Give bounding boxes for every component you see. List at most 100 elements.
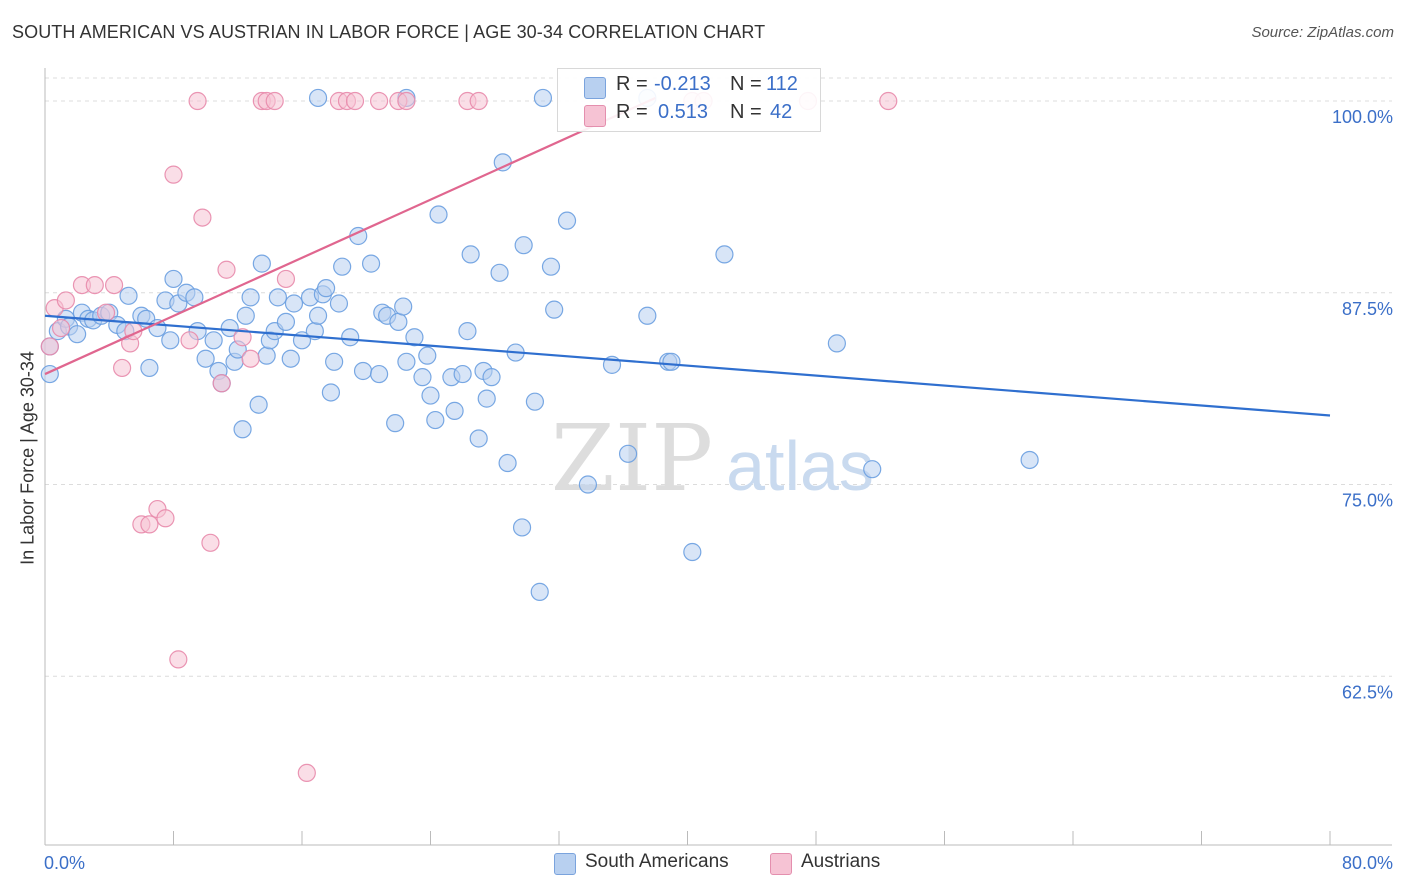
axes (44, 68, 1392, 846)
data-point (193, 208, 212, 227)
data-point (477, 389, 496, 408)
data-point (112, 358, 132, 378)
data-point (169, 650, 188, 669)
data-point (469, 429, 488, 448)
legend-r-label: R = (616, 73, 648, 95)
data-point (249, 395, 268, 414)
data-point (545, 300, 564, 319)
gridlines (45, 77, 1392, 677)
data-point (180, 331, 199, 350)
data-point (316, 279, 336, 298)
data-point (284, 294, 304, 313)
data-point (525, 392, 545, 411)
data-point (268, 288, 288, 307)
data-point (257, 346, 276, 365)
data-point (618, 444, 638, 463)
source-label: Source: ZipAtlas.com (1251, 24, 1394, 41)
data-point (201, 533, 220, 552)
trend-lines (44, 96, 1331, 417)
data-point (827, 334, 846, 353)
legend-swatch-pink (770, 853, 792, 875)
data-point (96, 303, 116, 322)
data-point (329, 294, 349, 313)
watermark-atlas: atlas (726, 427, 874, 505)
data-point (461, 245, 480, 264)
data-point (119, 286, 138, 305)
data-point (196, 349, 215, 368)
data-point (217, 260, 236, 279)
data-point (715, 245, 734, 264)
data-point (51, 318, 71, 338)
x-tick-label: 0.0% (44, 853, 85, 873)
data-point (212, 374, 231, 393)
legend-n-label: N = (730, 101, 762, 123)
data-point (265, 91, 284, 111)
data-point (325, 352, 344, 371)
data-point (389, 312, 408, 332)
data-point (370, 364, 389, 384)
y-tick-label: 62.5% (1342, 682, 1393, 702)
data-point (361, 254, 381, 273)
data-point (297, 763, 316, 783)
data-point (541, 257, 561, 276)
data-point (386, 414, 405, 433)
data-point (469, 91, 488, 111)
data-point (662, 352, 681, 371)
data-point (68, 325, 87, 344)
legend-n-label: N = (730, 73, 762, 95)
data-point (233, 328, 252, 347)
data-point (533, 88, 553, 108)
data-point (397, 352, 416, 371)
data-points (40, 88, 1039, 783)
data-point (370, 91, 389, 111)
legend-label: South Americans (585, 851, 729, 872)
data-point (421, 386, 440, 405)
data-point (1020, 450, 1039, 470)
stats-legend: R = -0.213 N = 112 R = 0.513 N = 42 (557, 68, 821, 132)
data-point (397, 91, 416, 111)
trend-line (44, 314, 1331, 417)
data-point (281, 349, 300, 368)
legend-swatch-blue (554, 853, 576, 875)
data-point (220, 318, 239, 338)
data-point (276, 312, 296, 332)
data-point (140, 515, 159, 534)
data-point (140, 358, 159, 378)
data-point (333, 257, 352, 276)
data-point (85, 275, 104, 295)
data-point (498, 453, 517, 473)
data-point (490, 263, 509, 282)
data-point (512, 518, 532, 537)
data-point (638, 306, 657, 325)
data-point (276, 269, 296, 289)
data-point (557, 211, 577, 230)
data-point (164, 165, 183, 184)
tick-labels: 62.5% 75.0% 87.5% 100.0% 0.0% 80.0% (44, 107, 1393, 873)
data-point (458, 322, 477, 341)
y-tick-label: 87.5% (1342, 299, 1393, 319)
data-point (683, 542, 702, 562)
y-tick-label: 100.0% (1332, 107, 1393, 127)
data-point (188, 91, 207, 111)
data-point (405, 328, 424, 347)
data-point (161, 331, 180, 350)
data-point (453, 364, 472, 384)
data-point (321, 383, 341, 402)
data-point (426, 410, 445, 430)
data-point (578, 475, 598, 494)
trend-line (44, 96, 656, 376)
data-point (56, 291, 75, 310)
legend-label: Austrians (801, 851, 881, 872)
data-point (236, 306, 255, 325)
data-point (204, 331, 223, 350)
data-point (241, 288, 260, 307)
data-point (308, 306, 328, 325)
data-point (429, 205, 448, 224)
data-point (241, 349, 260, 368)
data-point (353, 361, 373, 381)
data-point (308, 88, 328, 108)
data-point (156, 509, 175, 528)
legend-r-label: R = (616, 101, 648, 123)
data-point (252, 254, 271, 273)
